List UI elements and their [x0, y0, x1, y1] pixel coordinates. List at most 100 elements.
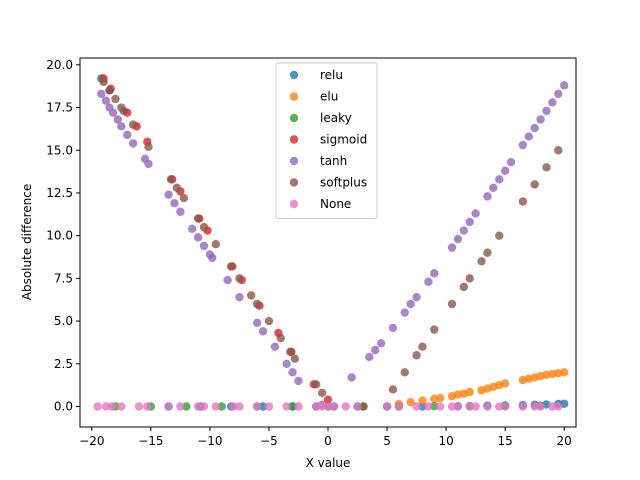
point-none-8: [193, 402, 203, 411]
point-none-18: [317, 402, 327, 411]
point-tanh-1: [101, 96, 111, 105]
point-tanh-22: [270, 342, 280, 351]
point-none-10: [211, 402, 221, 411]
point-softplus-1: [105, 86, 114, 95]
point-elu-2: [418, 396, 427, 405]
legend-marker-relu: [289, 70, 299, 80]
y-tick-label: 5.0: [54, 314, 73, 328]
point-tanh-17: [208, 253, 217, 263]
point-tanh-15: [199, 241, 209, 251]
point-none-4: [134, 402, 144, 411]
point-tanh-18: [223, 275, 232, 285]
point-none-39: [554, 402, 563, 411]
point-tanh-23: [282, 359, 291, 368]
point-tanh-54: [559, 81, 569, 90]
point-softplus-37: [554, 146, 563, 155]
point-softplus-12: [226, 262, 236, 271]
legend-marker-tanh: [289, 156, 299, 166]
point-none-9: [199, 402, 209, 411]
point-tanh-0: [97, 89, 106, 99]
point-tanh-38: [453, 234, 463, 244]
point-none-31: [471, 402, 480, 411]
y-tick-label: 17.5: [46, 101, 73, 115]
point-softplus-23: [388, 385, 398, 394]
x-tick-label: −5: [260, 434, 278, 448]
legend-label-softplus: softplus: [320, 176, 367, 190]
point-none-17: [311, 402, 321, 411]
point-softplus-30: [465, 274, 474, 283]
point-tanh-25: [294, 376, 303, 386]
point-none-25: [412, 402, 421, 411]
point-softplus-21: [317, 388, 327, 398]
x-axis-label: X value: [306, 456, 351, 470]
point-none-27: [435, 402, 445, 411]
point-tanh-14: [193, 233, 203, 242]
point-none-5: [143, 402, 152, 411]
point-none-29: [453, 402, 463, 411]
point-softplus-7: [172, 183, 182, 193]
point-tanh-53: [554, 89, 563, 99]
y-tick-label: 12.5: [46, 186, 73, 200]
point-none-16: [294, 402, 303, 411]
legend-label-sigmoid: sigmoid: [320, 133, 367, 147]
point-softplus-20: [311, 380, 321, 389]
point-softplus-24: [400, 368, 409, 377]
point-softplus-35: [530, 180, 539, 189]
point-tanh-40: [465, 217, 474, 227]
point-softplus-26: [418, 342, 427, 351]
point-elu-13: [500, 379, 510, 388]
point-tanh-52: [548, 98, 557, 107]
point-softplus-22: [359, 402, 368, 411]
point-softplus-11: [211, 240, 221, 249]
point-none-14: [264, 402, 274, 411]
point-softplus-31: [477, 257, 486, 266]
point-softplus-17: [276, 333, 285, 343]
point-leaky-5: [288, 402, 297, 411]
point-tanh-47: [518, 140, 528, 150]
point-tanh-37: [447, 243, 457, 252]
point-softplus-5: [144, 142, 153, 152]
point-tanh-35: [424, 277, 433, 286]
point-softplus-4: [128, 120, 138, 129]
y-axis-label: Absolute difference: [20, 184, 34, 301]
y-tick-label: 7.5: [54, 271, 73, 285]
point-none-34: [500, 402, 510, 411]
x-tick-label: 15: [498, 434, 513, 448]
point-sigmoid-15: [323, 395, 333, 404]
point-softplus-13: [235, 274, 244, 283]
point-relu-6: [258, 402, 268, 411]
point-none-28: [447, 402, 457, 411]
point-softplus-3: [117, 103, 126, 112]
point-softplus-33: [495, 231, 504, 240]
point-relu-12: [418, 402, 427, 411]
point-sigmoid-2: [123, 108, 132, 117]
x-tick-label: 0: [324, 434, 332, 448]
point-none-33: [495, 402, 504, 411]
y-tick-label: 10.0: [46, 229, 73, 243]
point-none-38: [548, 402, 557, 411]
point-tanh-6: [123, 130, 132, 140]
y-tick-label: 2.5: [54, 357, 73, 371]
point-tanh-24: [288, 368, 297, 377]
point-tanh-44: [495, 175, 504, 184]
point-softplus-10: [199, 222, 209, 232]
point-softplus-19: [290, 354, 300, 363]
point-softplus-2: [111, 94, 120, 104]
point-tanh-32: [400, 308, 409, 317]
legend-box: [275, 62, 378, 219]
point-tanh-13: [187, 224, 197, 234]
point-none-20: [329, 402, 339, 411]
point-tanh-39: [459, 226, 469, 235]
point-tanh-3: [108, 108, 118, 117]
point-softplus-32: [483, 248, 492, 257]
x-tick-label: −20: [79, 434, 104, 448]
point-tanh-11: [170, 199, 179, 208]
point-none-13: [252, 402, 262, 411]
point-none-15: [282, 402, 291, 411]
legend-marker-elu: [289, 92, 299, 101]
point-tanh-48: [524, 132, 533, 141]
point-tanh-36: [430, 269, 439, 278]
legend-marker-leaky: [289, 113, 299, 123]
point-softplus-27: [430, 325, 439, 334]
point-tanh-28: [365, 352, 374, 362]
